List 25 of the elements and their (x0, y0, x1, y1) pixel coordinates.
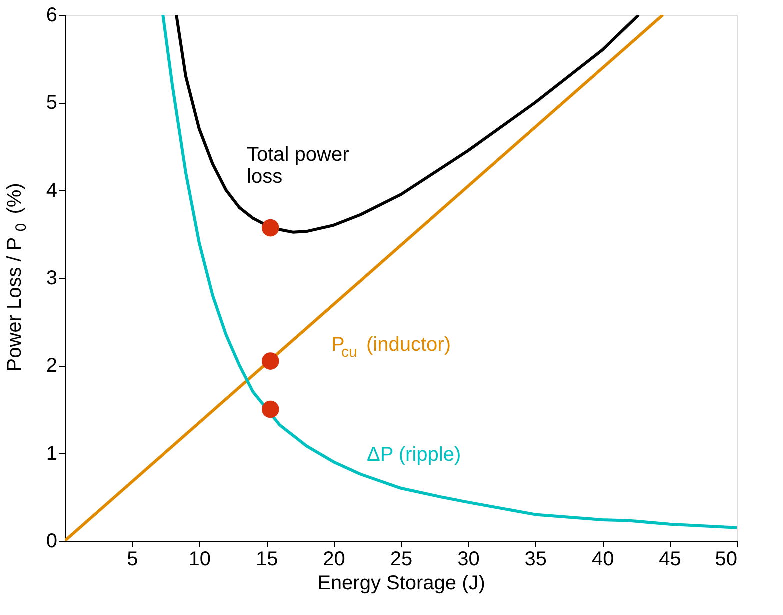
x-tick-label: 20 (323, 548, 346, 570)
x-tick-label: 35 (524, 548, 548, 570)
series-label: Total power loss (247, 144, 350, 188)
x-tick-label: 25 (390, 548, 413, 570)
y-tick-label: 6 (46, 4, 58, 26)
x-tick-label: 45 (659, 548, 682, 570)
x-tick-label: 30 (458, 548, 480, 570)
point (262, 219, 280, 237)
y-tick-label: 0 (46, 530, 58, 552)
x-axis-title: Energy Storage (J) (318, 572, 486, 594)
y-tick-label: 5 (46, 92, 58, 114)
x-tick-label: 10 (188, 548, 212, 570)
series-label: ΔP (ripple) (367, 444, 462, 466)
x-tick-label: 15 (256, 548, 278, 570)
y-axis-title: Power Loss / P0 (%) (4, 183, 30, 372)
line-series (162, 15, 737, 530)
point (262, 400, 280, 418)
x-tick-label: 50 (715, 548, 738, 570)
x-tick-label: 5 (127, 548, 138, 570)
point (262, 352, 280, 370)
x-tick-label: 40 (592, 548, 614, 570)
y-tick-label: 4 (46, 180, 58, 202)
y-tick-label: 3 (46, 268, 58, 290)
y-tick-label: 1 (46, 442, 58, 465)
y-tick-label: 2 (46, 355, 58, 378)
